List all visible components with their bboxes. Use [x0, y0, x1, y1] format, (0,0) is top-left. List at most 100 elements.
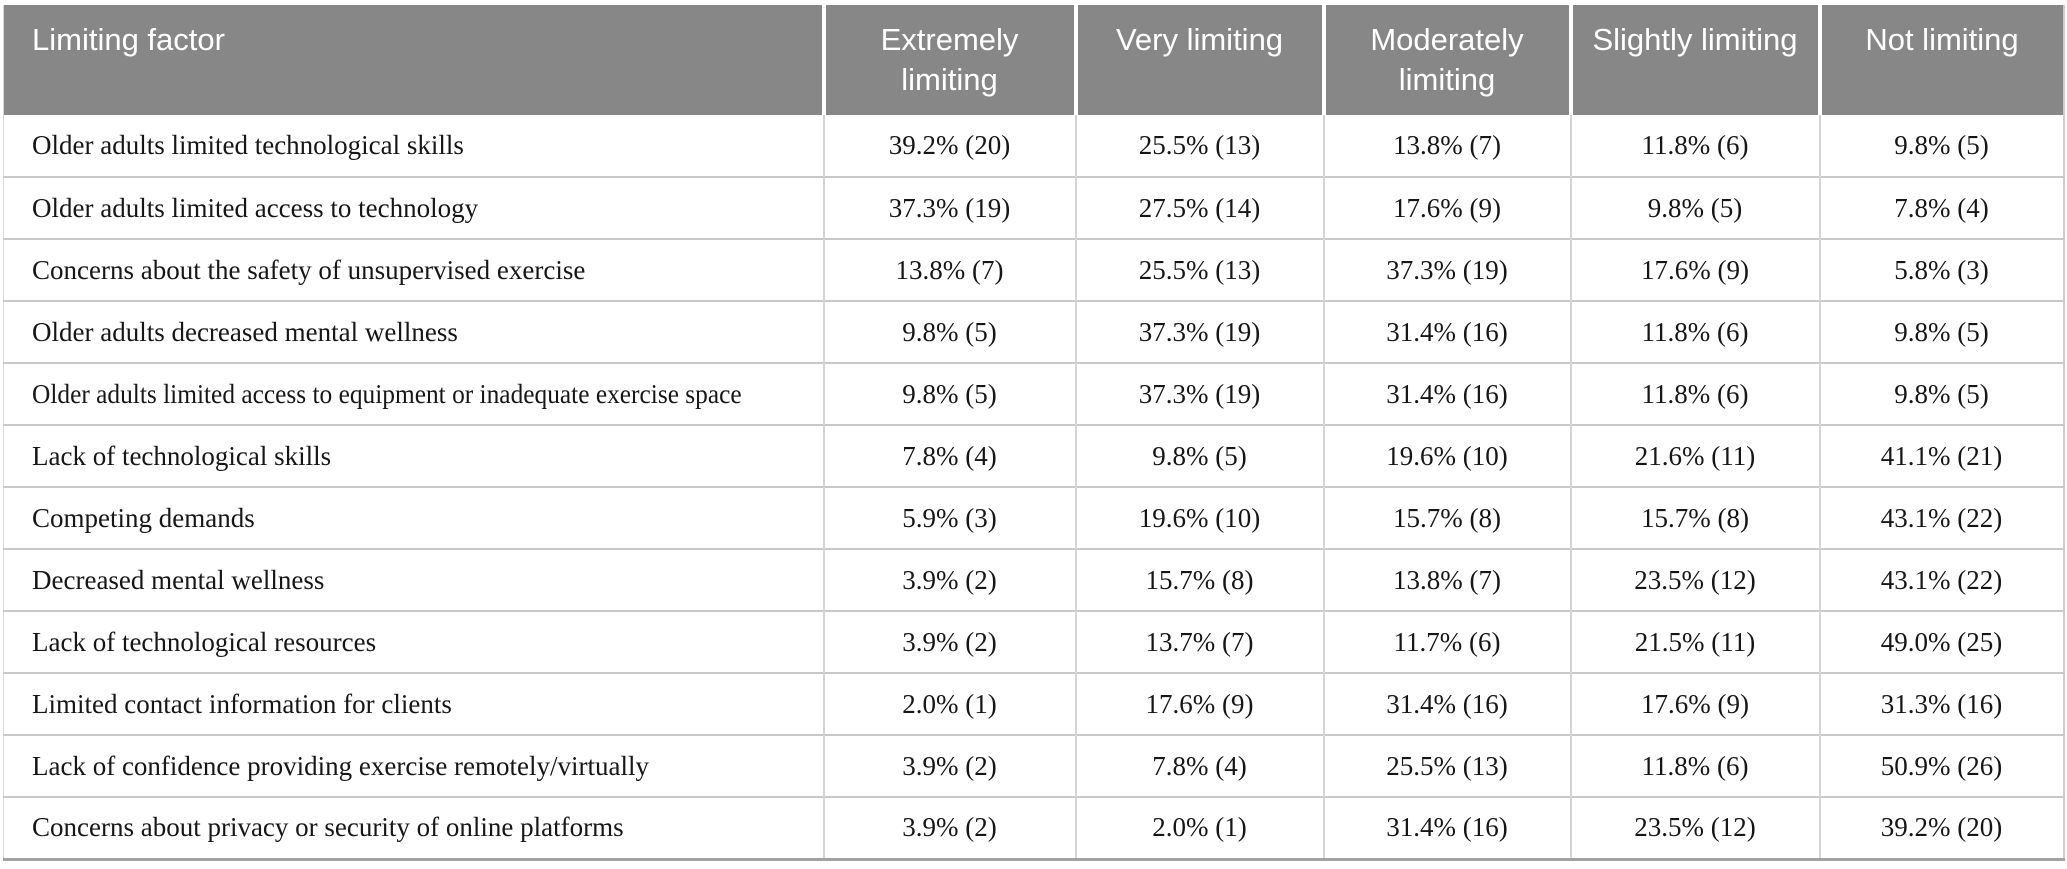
table-row: Concerns about the safety of unsupervise…	[3, 238, 2064, 301]
table-row: Lack of technological resources 3.9% (2) 1…	[3, 610, 2064, 673]
value-cell: 5.8% (3)	[1818, 238, 2064, 301]
limiting-factors-table: Limiting factor Extremely limiting Very l…	[3, 5, 2065, 861]
factor-label: Concerns about privacy or security of on…	[32, 812, 624, 843]
value-cell: 5.9% (3)	[822, 486, 1076, 549]
value-cell: 21.6% (11)	[1569, 424, 1820, 487]
table-row: Decreased mental wellness 3.9% (2) 15.7% (…	[3, 548, 2064, 611]
value-cell: 17.6% (9)	[1569, 238, 1820, 301]
value-cell: 31.4% (16)	[1322, 672, 1571, 735]
header-cell-limiting-factor: Limiting factor	[3, 5, 824, 115]
factor-cell: Competing demands	[3, 486, 824, 549]
factor-label: Decreased mental wellness	[32, 564, 325, 595]
factor-cell: Decreased mental wellness	[3, 548, 824, 611]
value-cell: 37.3% (19)	[1322, 238, 1571, 301]
value-cell: 37.3% (19)	[822, 176, 1076, 239]
factor-label: Lack of technological resources	[32, 626, 377, 657]
value-cell: 11.8% (6)	[1569, 734, 1820, 797]
value-cell: 31.4% (16)	[1322, 300, 1571, 363]
value-cell: 25.5% (13)	[1322, 734, 1571, 797]
value-cell: 21.5% (11)	[1569, 610, 1820, 673]
value-cell: 9.8% (5)	[822, 362, 1076, 425]
factor-cell: Lack of confidence providing exercise re…	[3, 734, 824, 797]
value-cell: 13.8% (7)	[822, 238, 1076, 301]
table-row: Limited contact information for clients 2…	[3, 672, 2064, 735]
value-cell: 19.6% (10)	[1322, 424, 1571, 487]
value-cell: 17.6% (9)	[1569, 672, 1820, 735]
value-cell: 39.2% (20)	[822, 115, 1076, 177]
value-cell: 50.9% (26)	[1818, 734, 2064, 797]
table-row: Concerns about privacy or security of on…	[3, 796, 2064, 859]
table-row: Older adults limited access to equipment…	[3, 362, 2064, 425]
factor-cell: Older adults limited technological skill…	[3, 115, 824, 177]
factor-cell: Concerns about privacy or security of on…	[3, 796, 824, 859]
factor-cell: Lack of technological skills	[3, 424, 824, 487]
value-cell: 3.9% (2)	[822, 734, 1076, 797]
value-cell: 31.3% (16)	[1818, 672, 2064, 735]
value-cell: 13.8% (7)	[1322, 115, 1571, 177]
value-cell: 15.7% (8)	[1074, 548, 1324, 611]
header-cell-rating-0: Extremely limiting	[821, 5, 1076, 115]
value-cell: 2.0% (1)	[822, 672, 1076, 735]
value-cell: 43.1% (22)	[1818, 486, 2064, 549]
header-cell-rating-2: Moderately limiting	[1321, 5, 1571, 115]
value-cell: 7.8% (4)	[1818, 176, 2064, 239]
value-cell: 25.5% (13)	[1074, 238, 1324, 301]
header-row: Limiting factor Extremely limiting Very l…	[3, 5, 2064, 115]
factor-cell: Concerns about the safety of unsupervise…	[3, 238, 824, 301]
value-cell: 17.6% (9)	[1074, 672, 1324, 735]
value-cell: 37.3% (19)	[1074, 362, 1324, 425]
factor-label: Concerns about the safety of unsupervise…	[32, 254, 586, 285]
factor-label: Older adults limited technological skill…	[32, 130, 464, 160]
value-cell: 3.9% (2)	[822, 610, 1076, 673]
value-cell: 19.6% (10)	[1074, 486, 1324, 549]
value-cell: 11.8% (6)	[1569, 300, 1820, 363]
table-row: Competing demands 5.9% (3) 19.6% (10) 15.7%…	[3, 486, 2064, 549]
value-cell: 9.8% (5)	[1818, 300, 2064, 363]
value-cell: 3.9% (2)	[822, 548, 1076, 611]
value-cell: 37.3% (19)	[1074, 300, 1324, 363]
value-cell: 7.8% (4)	[1074, 734, 1324, 797]
value-cell: 17.6% (9)	[1322, 176, 1571, 239]
factor-label: Older adults limited access to equipment…	[32, 378, 742, 409]
value-cell: 15.7% (8)	[1569, 486, 1820, 549]
value-cell: 49.0% (25)	[1818, 610, 2064, 673]
factor-cell: Older adults limited access to equipment…	[3, 362, 824, 425]
value-cell: 7.8% (4)	[822, 424, 1076, 487]
value-cell: 39.2% (20)	[1818, 796, 2064, 859]
value-cell: 15.7% (8)	[1322, 486, 1571, 549]
header-cell-rating-4: Not limiting	[1817, 5, 2064, 115]
header-cell-rating-3: Slightly limiting	[1568, 5, 1820, 115]
factor-label: Limited contact information for clients	[32, 688, 452, 719]
value-cell: 9.8% (5)	[822, 300, 1076, 363]
factor-label: Lack of confidence providing exercise re…	[32, 750, 650, 781]
factor-cell: Lack of technological resources	[3, 610, 824, 673]
table-row: Lack of technological skills 7.8% (4) 9.8%…	[3, 424, 2064, 487]
value-cell: 11.8% (6)	[1569, 115, 1820, 177]
value-cell: 3.9% (2)	[822, 796, 1076, 859]
value-cell: 11.8% (6)	[1569, 362, 1820, 425]
factor-cell: Older adults decreased mental wellness	[3, 300, 824, 363]
value-cell: 27.5% (14)	[1074, 176, 1324, 239]
table-body: Older adults limited technological skill…	[3, 115, 2064, 859]
value-cell: 23.5% (12)	[1569, 548, 1820, 611]
value-cell: 11.7% (6)	[1322, 610, 1571, 673]
value-cell: 41.1% (21)	[1818, 424, 2064, 487]
table-row: Older adults decreased mental wellness 9.…	[3, 300, 2064, 363]
value-cell: 9.8% (5)	[1818, 362, 2064, 425]
factor-cell: Older adults limited access to technolog…	[3, 176, 824, 239]
value-cell: 13.8% (7)	[1322, 548, 1571, 611]
factor-label: Lack of technological skills	[32, 440, 332, 471]
table-row: Lack of confidence providing exercise re…	[3, 734, 2064, 797]
factor-label: Older adults decreased mental wellness	[32, 316, 458, 347]
value-cell: 9.8% (5)	[1818, 115, 2064, 177]
value-cell: 43.1% (22)	[1818, 548, 2064, 611]
header-cell-rating-1: Very limiting	[1073, 5, 1324, 115]
table-row: Older adults limited access to technolog…	[3, 176, 2064, 239]
factor-cell: Limited contact information for clients	[3, 672, 824, 735]
value-cell: 9.8% (5)	[1569, 176, 1820, 239]
value-cell: 9.8% (5)	[1074, 424, 1324, 487]
value-cell: 31.4% (16)	[1322, 796, 1571, 859]
factor-label: Older adults limited access to technolog…	[32, 192, 479, 223]
value-cell: 23.5% (12)	[1569, 796, 1820, 859]
